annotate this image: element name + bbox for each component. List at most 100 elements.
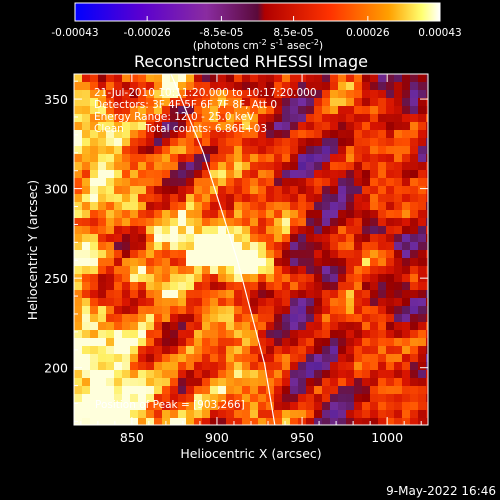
heatmap-cell <box>386 138 395 147</box>
heatmap-cell <box>354 154 363 163</box>
heatmap-cell <box>314 130 323 139</box>
heatmap-cell <box>362 74 371 83</box>
heatmap-cell <box>202 122 211 131</box>
heatmap-cell <box>202 266 211 275</box>
heatmap-cell <box>90 146 99 155</box>
heatmap-cell <box>210 418 219 425</box>
heatmap-cell <box>74 418 83 425</box>
heatmap-cell <box>386 346 395 355</box>
heatmap-cell <box>210 82 219 91</box>
heatmap-cell <box>258 314 267 323</box>
heatmap-cell <box>370 138 379 147</box>
heatmap-cell <box>226 266 235 275</box>
heatmap-cell <box>186 186 195 195</box>
heatmap-cell <box>154 274 163 283</box>
heatmap-cell <box>162 210 171 219</box>
heatmap-cell <box>130 282 139 291</box>
heatmap-cell <box>234 266 243 275</box>
heatmap-cell <box>114 330 123 339</box>
heatmap-cell <box>418 98 427 107</box>
heatmap-cell <box>354 370 363 379</box>
heatmap-cell <box>106 130 115 139</box>
heatmap-cell <box>170 106 179 115</box>
heatmap-cell <box>74 370 83 379</box>
heatmap-cell <box>122 234 131 243</box>
heatmap-cell <box>426 98 428 107</box>
heatmap-cell <box>74 106 83 115</box>
heatmap-cell <box>250 402 259 411</box>
heatmap-cell <box>130 314 139 323</box>
heatmap-cell <box>194 274 203 283</box>
heatmap-cell <box>410 234 419 243</box>
heatmap-cell <box>426 218 428 227</box>
heatmap-cell <box>386 186 395 195</box>
heatmap-cell <box>210 394 219 403</box>
heatmap-cell <box>82 378 91 387</box>
heatmap-cell <box>314 266 323 275</box>
heatmap-cell <box>386 410 395 419</box>
heatmap-cell <box>162 154 171 163</box>
heatmap-cell <box>290 346 299 355</box>
heatmap-cell <box>210 378 219 387</box>
heatmap-cell <box>122 162 131 171</box>
heatmap-cell <box>258 226 267 235</box>
heatmap-cell <box>146 170 155 179</box>
heatmap-cell <box>314 154 323 163</box>
heatmap-cell <box>258 162 267 171</box>
heatmap-cell <box>298 266 307 275</box>
heatmap-cell <box>330 386 339 395</box>
heatmap-cell <box>314 138 323 147</box>
heatmap-cell <box>274 170 283 179</box>
heatmap-cell <box>402 250 411 259</box>
heatmap-cell <box>306 122 315 131</box>
heatmap-cell <box>266 322 275 331</box>
heatmap-cell <box>186 202 195 211</box>
heatmap-cell <box>234 274 243 283</box>
heatmap-cell <box>250 82 259 91</box>
heatmap-cell <box>426 386 428 395</box>
heatmap-cell <box>146 330 155 339</box>
heatmap-cell <box>98 154 107 163</box>
heatmap-cell <box>194 298 203 307</box>
heatmap-cell <box>146 130 155 139</box>
heatmap-cell <box>98 314 107 323</box>
heatmap-cell <box>250 178 259 187</box>
heatmap-cell <box>410 330 419 339</box>
heatmap-cell <box>394 122 403 131</box>
heatmap-cell <box>194 210 203 219</box>
heatmap-cell <box>114 210 123 219</box>
heatmap-cell <box>218 234 227 243</box>
heatmap-cell <box>154 386 163 395</box>
heatmap-cell <box>226 290 235 299</box>
heatmap-cell <box>130 338 139 347</box>
heatmap-cell <box>178 218 187 227</box>
heatmap-cell <box>114 162 123 171</box>
heatmap-cell <box>210 314 219 323</box>
heatmap-cell <box>178 106 187 115</box>
heatmap-cell <box>114 218 123 227</box>
heatmap-cell <box>354 394 363 403</box>
heatmap-cell <box>194 418 203 425</box>
heatmap-cell <box>250 154 259 163</box>
heatmap-cell <box>226 274 235 283</box>
heatmap-cell <box>130 130 139 139</box>
heatmap-cell <box>162 194 171 203</box>
heatmap-cell <box>282 90 291 99</box>
heatmap-cell <box>82 290 91 299</box>
heatmap-cell <box>426 170 428 179</box>
heatmap-cell <box>114 186 123 195</box>
heatmap-cell <box>410 394 419 403</box>
heatmap-cell <box>250 362 259 371</box>
heatmap-cell <box>266 242 275 251</box>
heatmap-cell <box>266 274 275 283</box>
heatmap-cell <box>90 386 99 395</box>
heatmap-cell <box>250 386 259 395</box>
heatmap-cell <box>426 114 428 123</box>
heatmap-cell <box>106 338 115 347</box>
heatmap-cell <box>386 290 395 299</box>
heatmap-cell <box>274 290 283 299</box>
heatmap-cell <box>330 114 339 123</box>
heatmap-cell <box>106 330 115 339</box>
heatmap-cell <box>74 314 83 323</box>
heatmap-cell <box>194 282 203 291</box>
